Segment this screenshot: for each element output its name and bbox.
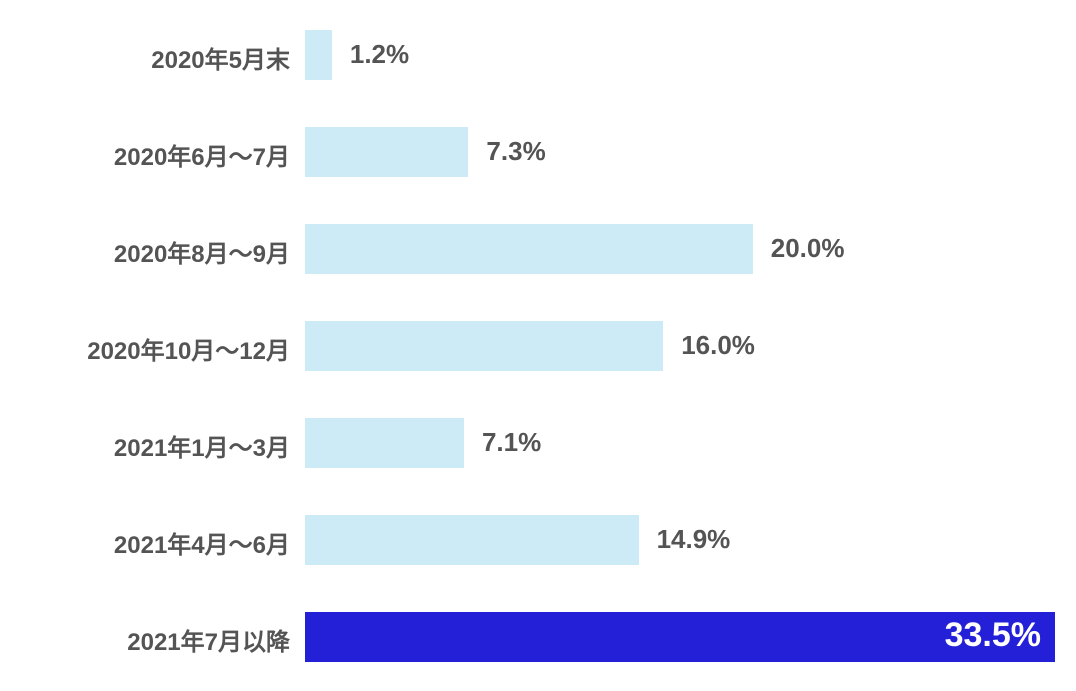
bar [305, 418, 464, 468]
bar [305, 224, 753, 274]
value-label: 33.5% [945, 616, 1041, 655]
value-label: 14.9% [657, 524, 731, 555]
bar [305, 30, 332, 80]
bar [305, 612, 1055, 662]
bar [305, 321, 663, 371]
value-label: 1.2% [350, 39, 409, 70]
category-label: 2020年10月～12月 [87, 331, 290, 366]
value-label: 16.0% [681, 330, 755, 361]
category-label: 2021年4月～6月 [114, 525, 290, 560]
category-label: 2020年6月～7月 [114, 137, 290, 172]
bar [305, 515, 639, 565]
bar [305, 127, 468, 177]
horizontal-bar-chart: 2020年5月末 1.2% 2020年6月～7月 7.3% 2020年8月～9月 20.0… [0, 0, 1076, 691]
category-label: 2020年8月～9月 [114, 234, 290, 269]
category-label: 2021年1月～3月 [114, 428, 290, 463]
category-label: 2021年7月以降 [127, 622, 290, 657]
value-label: 20.0% [771, 233, 845, 264]
value-label: 7.1% [482, 427, 541, 458]
category-label: 2020年5月末 [151, 40, 290, 75]
value-label: 7.3% [486, 136, 545, 167]
